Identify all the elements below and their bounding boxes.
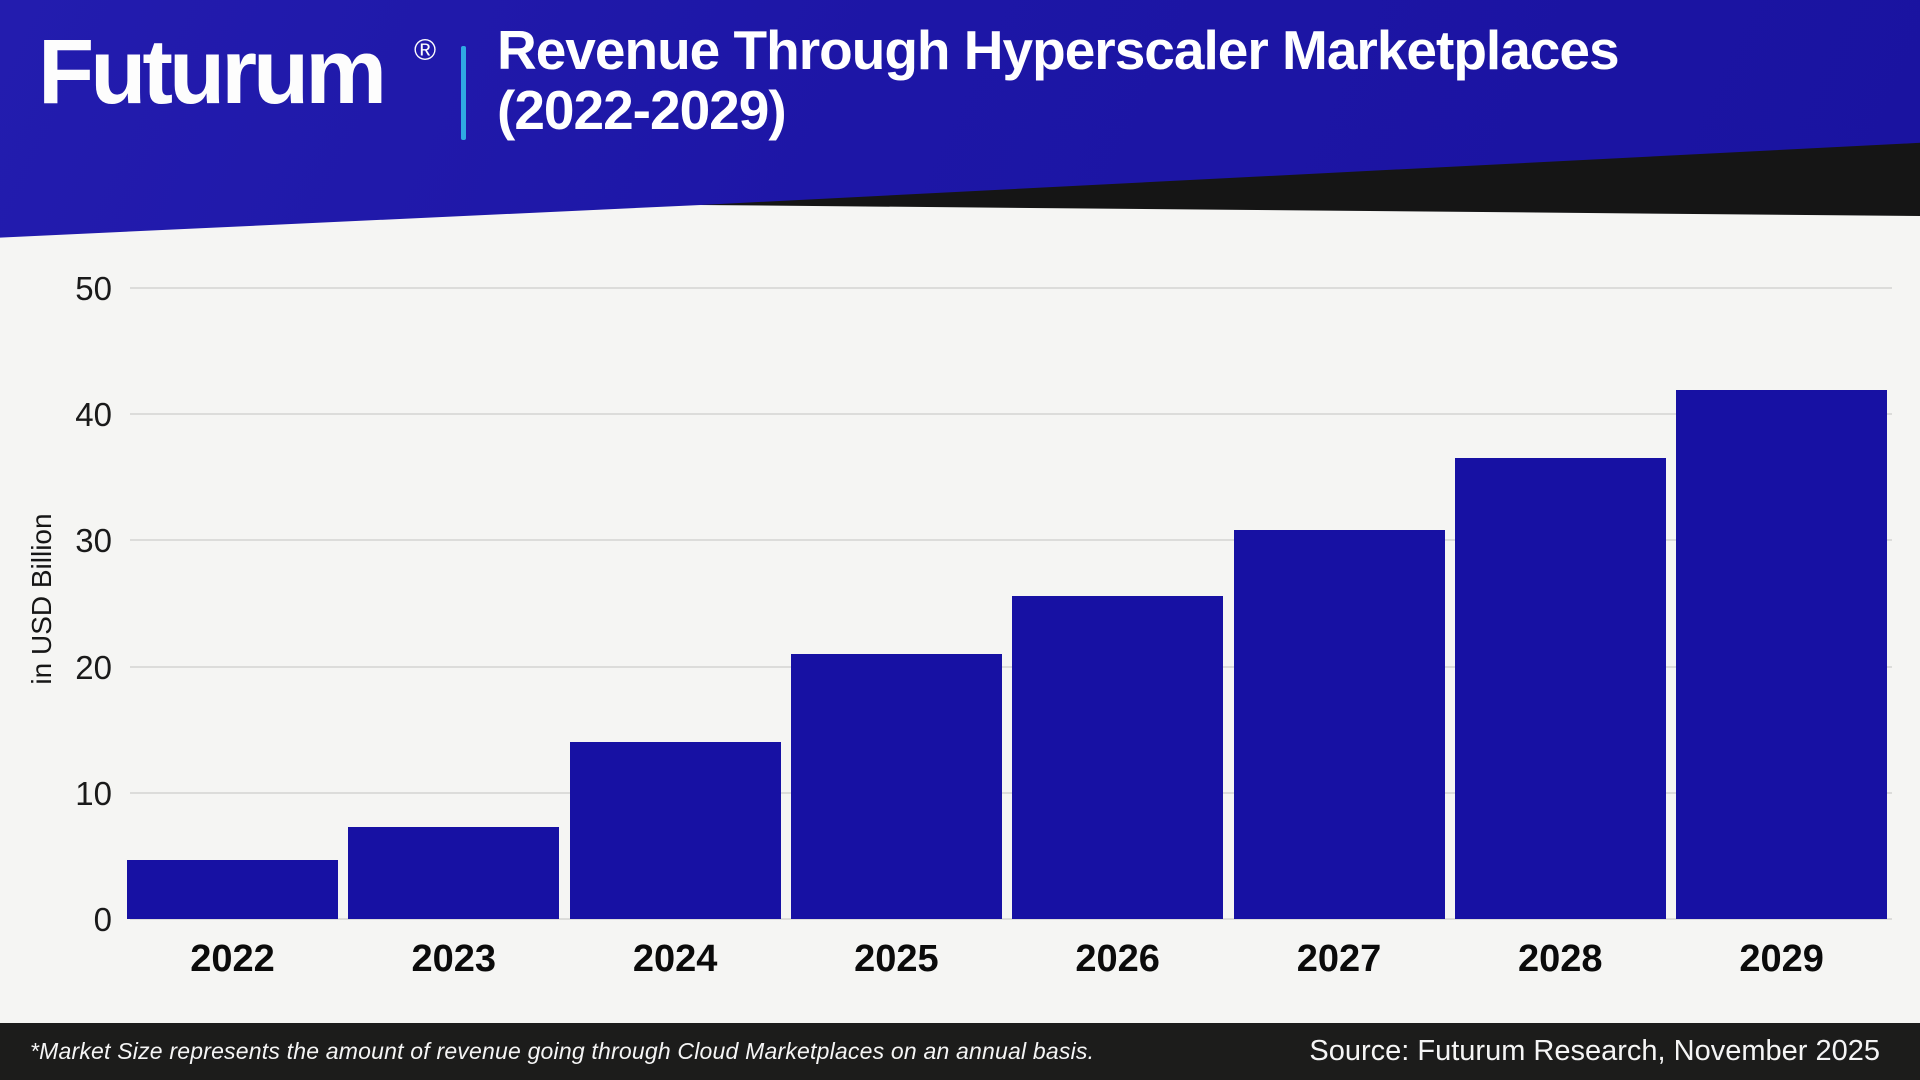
x-tick-label-2024: 2024	[632, 938, 718, 980]
y-tick-label-20: 20	[75, 648, 112, 686]
y-tick-label-10: 10	[75, 774, 112, 812]
x-tick-label-2029: 2029	[1739, 938, 1824, 980]
footer-bar: *Market Size represents the amount of re…	[0, 1023, 1920, 1080]
bar-2026	[1012, 595, 1224, 919]
header-divider	[461, 46, 466, 140]
futurum-logo: Futurum	[38, 21, 387, 123]
gridline-30	[130, 539, 1892, 542]
y-tick-label-40: 40	[75, 396, 112, 434]
gridline-50	[130, 287, 1892, 289]
gridline-40	[130, 413, 1892, 416]
gridline-10	[130, 791, 1892, 794]
y-tick-label-50: 50	[75, 270, 112, 307]
x-tick-label-2025: 2025	[854, 938, 939, 980]
chart-title: Revenue Through Hyperscaler Marketplaces…	[497, 19, 1620, 141]
y-tick-label-0: 0	[93, 901, 112, 938]
footnote: *Market Size represents the amount of re…	[30, 1038, 1095, 1064]
bar-2028	[1454, 458, 1666, 919]
x-tick-label-2022: 2022	[190, 938, 275, 980]
bar-2022	[127, 859, 338, 919]
y-axis-title: in USD Billion	[26, 513, 57, 685]
chart-title-line1: Revenue Through Hyperscaler Marketplaces	[497, 19, 1620, 81]
bar-2029	[1676, 390, 1888, 919]
x-tick-label-2028: 2028	[1518, 938, 1603, 980]
y-tick-label-30: 30	[75, 522, 112, 560]
registered-trademark-icon: ®	[414, 34, 437, 67]
bar-2024	[569, 742, 781, 919]
bar-2027	[1233, 530, 1445, 919]
gridline-0	[130, 918, 1892, 920]
x-tick-label-2027: 2027	[1296, 938, 1382, 980]
bar-2023	[348, 826, 560, 919]
source-credit: Source: Futurum Research, November 2025	[1309, 1035, 1880, 1067]
chart-title-line2: (2022-2029)	[497, 79, 787, 141]
gridline-20	[130, 665, 1892, 668]
bar-2025	[790, 653, 1002, 919]
x-tick-label-2023: 2023	[411, 938, 497, 980]
x-tick-label-2026: 2026	[1075, 938, 1160, 980]
